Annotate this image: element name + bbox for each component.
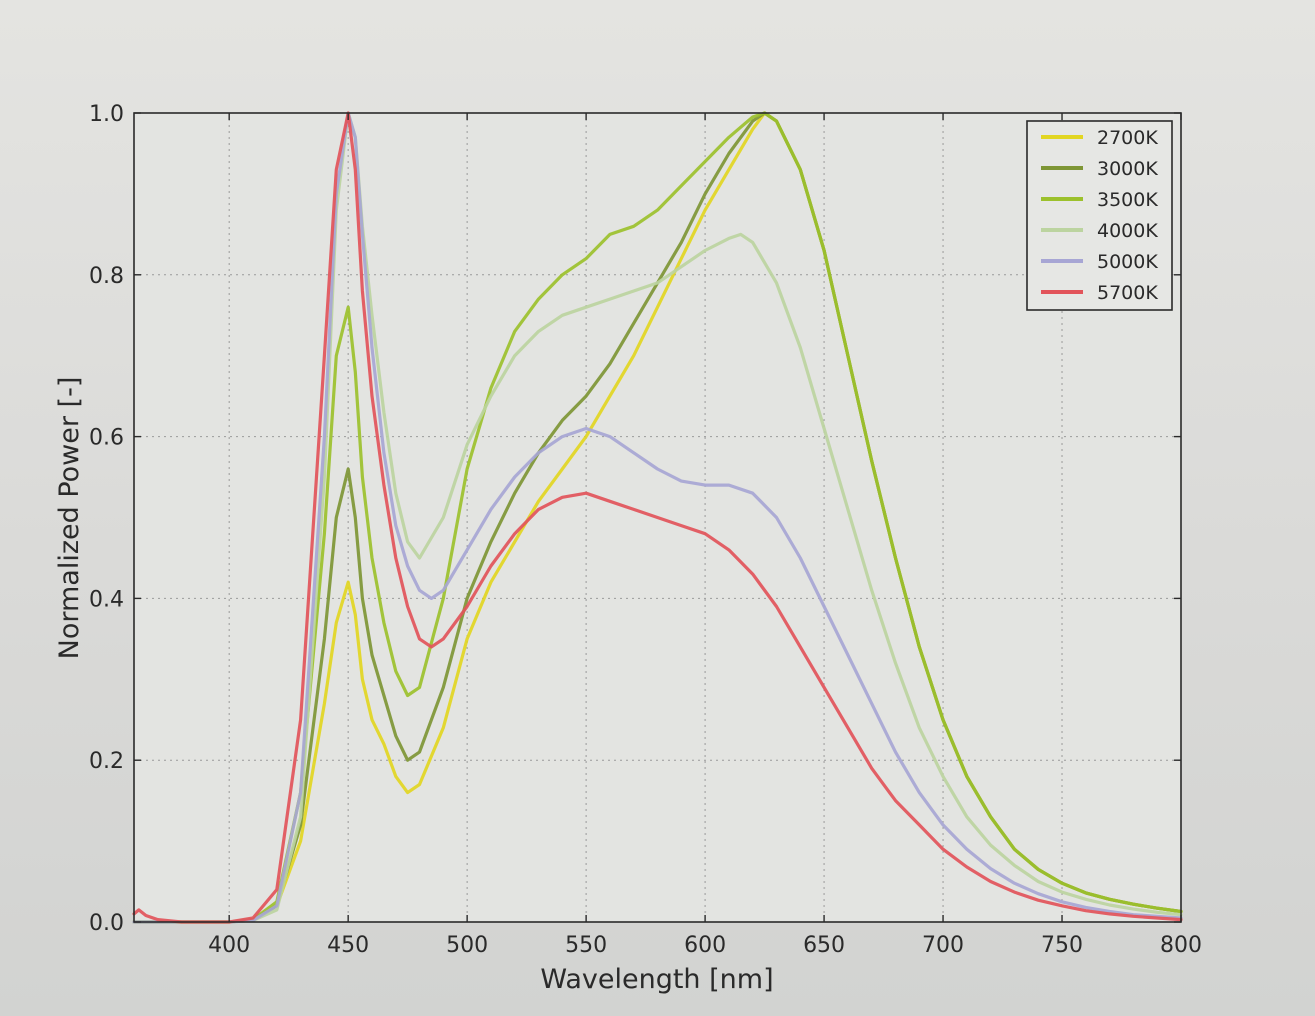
y-tick-label: 0.0 bbox=[89, 911, 124, 936]
x-tick-labels: 400 450 500 550 600 650 700 750 800 bbox=[208, 933, 1202, 958]
x-tick-label: 400 bbox=[208, 933, 250, 958]
legend-label: 3000K bbox=[1097, 158, 1158, 180]
y-tick-label: 0.4 bbox=[89, 587, 124, 612]
x-tick-label: 600 bbox=[684, 933, 726, 958]
legend-label: 5700K bbox=[1097, 282, 1158, 304]
legend-item-4000k: 4000K bbox=[1041, 220, 1158, 242]
legend: 2700K 3000K 3500K 4000K 5000K 5700K bbox=[1026, 120, 1173, 311]
legend-box bbox=[1026, 120, 1173, 311]
legend-item-3000k: 3000K bbox=[1041, 158, 1158, 180]
y-tick-labels: 0.0 0.2 0.4 0.6 0.8 1.0 bbox=[89, 102, 124, 936]
legend-item-5000k: 5000K bbox=[1041, 251, 1158, 273]
x-tick-label: 650 bbox=[803, 933, 845, 958]
legend-item-3500k: 3500K bbox=[1041, 189, 1158, 211]
y-tick-label: 0.6 bbox=[89, 426, 124, 451]
legend-label: 4000K bbox=[1097, 220, 1158, 242]
series-line-5700k bbox=[132, 111, 1183, 924]
y-axis-label: Normalized Power [-] bbox=[54, 377, 85, 660]
legend-label: 3500K bbox=[1097, 189, 1158, 211]
legend-item-5700k: 5700K bbox=[1041, 282, 1158, 304]
legend-item-2700k: 2700K bbox=[1041, 127, 1158, 149]
plot-frame bbox=[133, 112, 1182, 923]
x-tick-label: 500 bbox=[446, 933, 488, 958]
x-tick-label: 700 bbox=[922, 933, 964, 958]
x-tick-label: 450 bbox=[327, 933, 369, 958]
series-line-3500k bbox=[132, 111, 1183, 924]
x-tick-label: 800 bbox=[1160, 933, 1202, 958]
x-tick-label: 750 bbox=[1041, 933, 1083, 958]
x-tick-label: 550 bbox=[565, 933, 607, 958]
x-axis-label: Wavelength [nm] bbox=[540, 964, 773, 995]
y-tick-label: 0.2 bbox=[89, 749, 124, 774]
y-tick-label: 1.0 bbox=[89, 102, 124, 127]
axis-ticks bbox=[134, 112, 1182, 923]
y-tick-label: 0.8 bbox=[89, 264, 124, 289]
legend-label: 5000K bbox=[1097, 251, 1158, 273]
legend-items: 2700K 3000K 3500K 4000K 5000K 5700K bbox=[1041, 127, 1158, 304]
legend-label: 2700K bbox=[1097, 127, 1158, 149]
